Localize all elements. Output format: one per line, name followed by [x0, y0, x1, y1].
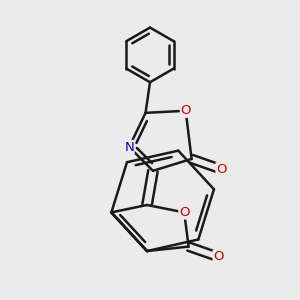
Text: O: O	[179, 206, 189, 219]
Text: N: N	[124, 140, 134, 154]
Text: O: O	[213, 250, 224, 263]
Text: O: O	[180, 104, 191, 117]
Text: O: O	[216, 163, 226, 176]
